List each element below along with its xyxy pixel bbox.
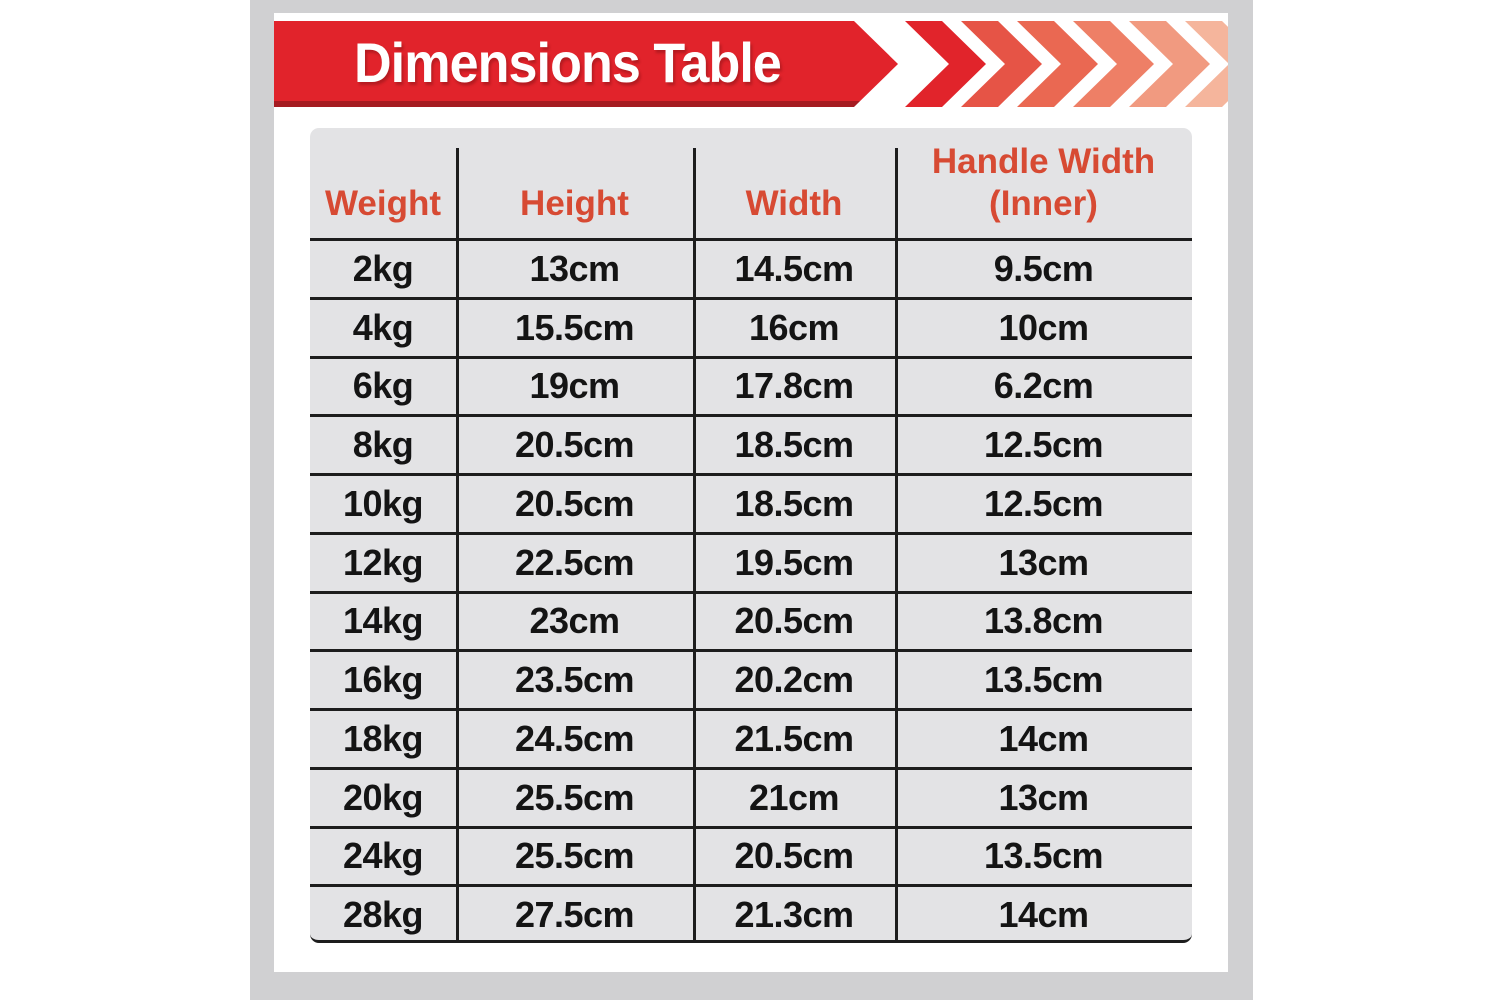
table-cell: 14.5cm	[734, 247, 854, 289]
table-cell: 25.5cm	[514, 835, 635, 877]
page-title: Dimensions Table	[353, 31, 782, 94]
column-header-height: Height	[520, 183, 629, 223]
table-cell: 16kg	[342, 659, 424, 701]
table-row: 6kg 19cm 17.8cm 6.2cm	[310, 355, 1192, 415]
table-cell: 10cm	[998, 306, 1089, 348]
table-cell: 12.5cm	[983, 424, 1104, 466]
table-cell: 24kg	[342, 835, 424, 877]
table-row: 20kg 25.5cm 21cm 13cm	[310, 766, 1192, 826]
table-row: 16kg 23.5cm 20.2cm 13.5cm	[310, 649, 1192, 708]
table-row: 24kg 25.5cm 20.5cm 13.5cm	[310, 825, 1192, 885]
table-cell: 20.5cm	[514, 424, 635, 466]
table-cell: 18kg	[342, 717, 424, 759]
table-cell: 20kg	[342, 776, 424, 818]
table-cell: 13.5cm	[983, 659, 1104, 701]
table-row: 8kg 20.5cm 18.5cm 12.5cm	[310, 414, 1192, 473]
table-cell: 20.5cm	[514, 482, 635, 524]
table-cell: 14cm	[998, 717, 1089, 759]
table-cell: 20.5cm	[734, 835, 854, 877]
table-cell: 14cm	[998, 894, 1089, 936]
table-row: 14kg 23cm 20.5cm 13.8cm	[310, 590, 1192, 650]
column-header-handle-width: Handle Width (Inner)	[931, 142, 1156, 223]
table-cell: 23cm	[529, 600, 620, 642]
table-cell: 2kg	[352, 247, 414, 289]
table-cell: 22.5cm	[514, 541, 635, 583]
table-cell: 17.8cm	[734, 365, 854, 407]
column-header-width: Width	[745, 183, 843, 223]
chevron-icon	[905, 21, 986, 107]
table-cell: 19.5cm	[734, 541, 854, 583]
table-cell: 12.5cm	[983, 482, 1104, 524]
table-body: 2kg 13cm 14.5cm 9.5cm 4kg 15.5cm 16cm 10cm 6kg 19…	[310, 238, 1192, 940]
table-cell: 6.2cm	[993, 365, 1094, 407]
panel: Dimensions Table Weight Height Width Han…	[274, 13, 1228, 972]
dimensions-table: Weight Height Width Handle Width (Inner)…	[310, 128, 1192, 943]
table-cell: 21.5cm	[734, 717, 854, 759]
table-cell: 13.5cm	[983, 835, 1104, 877]
column-divider	[895, 148, 898, 940]
column-divider	[693, 148, 696, 940]
table-cell: 20.5cm	[734, 600, 854, 642]
table-cell: 24.5cm	[514, 717, 635, 759]
panel-frame: Dimensions Table Weight Height Width Han…	[250, 0, 1253, 1000]
table-cell: 13cm	[998, 776, 1089, 818]
table-header-row: Weight Height Width Handle Width (Inner)	[310, 128, 1192, 238]
table-cell: 18.5cm	[734, 424, 854, 466]
table-cell: 6kg	[352, 365, 414, 407]
table-cell: 12kg	[342, 541, 424, 583]
table-cell: 27.5cm	[514, 894, 635, 936]
chevrons	[274, 21, 1228, 107]
table-cell: 15.5cm	[514, 306, 635, 348]
table-row: 2kg 13cm 14.5cm 9.5cm	[310, 238, 1192, 297]
table-cell: 10kg	[342, 482, 424, 524]
table-cell: 20.2cm	[734, 659, 854, 701]
table-cell: 28kg	[342, 894, 424, 936]
table-cell: 21.3cm	[734, 894, 854, 936]
table-row: 28kg 27.5cm 21.3cm 14cm	[310, 884, 1192, 940]
table-row: 12kg 22.5cm 19.5cm 13cm	[310, 531, 1192, 591]
table-cell: 14kg	[342, 600, 424, 642]
column-divider	[456, 148, 459, 940]
column-header-weight: Weight	[324, 183, 441, 223]
table-cell: 13cm	[529, 247, 620, 289]
table-cell: 9.5cm	[993, 247, 1094, 289]
table-cell: 4kg	[352, 306, 414, 348]
table-row: 4kg 15.5cm 16cm 10cm	[310, 296, 1192, 356]
table-cell: 18.5cm	[734, 482, 854, 524]
table-cell: 13.8cm	[983, 600, 1104, 642]
table-cell: 25.5cm	[514, 776, 635, 818]
table-row: 18kg 24.5cm 21.5cm 14cm	[310, 708, 1192, 767]
table-cell: 23.5cm	[514, 659, 635, 701]
table-cell: 21cm	[748, 776, 840, 818]
title-banner: Dimensions Table	[274, 21, 898, 107]
table-cell: 16cm	[748, 306, 840, 348]
table-cell: 8kg	[352, 424, 414, 466]
table-row: 10kg 20.5cm 18.5cm 12.5cm	[310, 473, 1192, 532]
table-cell: 13cm	[998, 541, 1089, 583]
table-cell: 19cm	[529, 365, 620, 407]
